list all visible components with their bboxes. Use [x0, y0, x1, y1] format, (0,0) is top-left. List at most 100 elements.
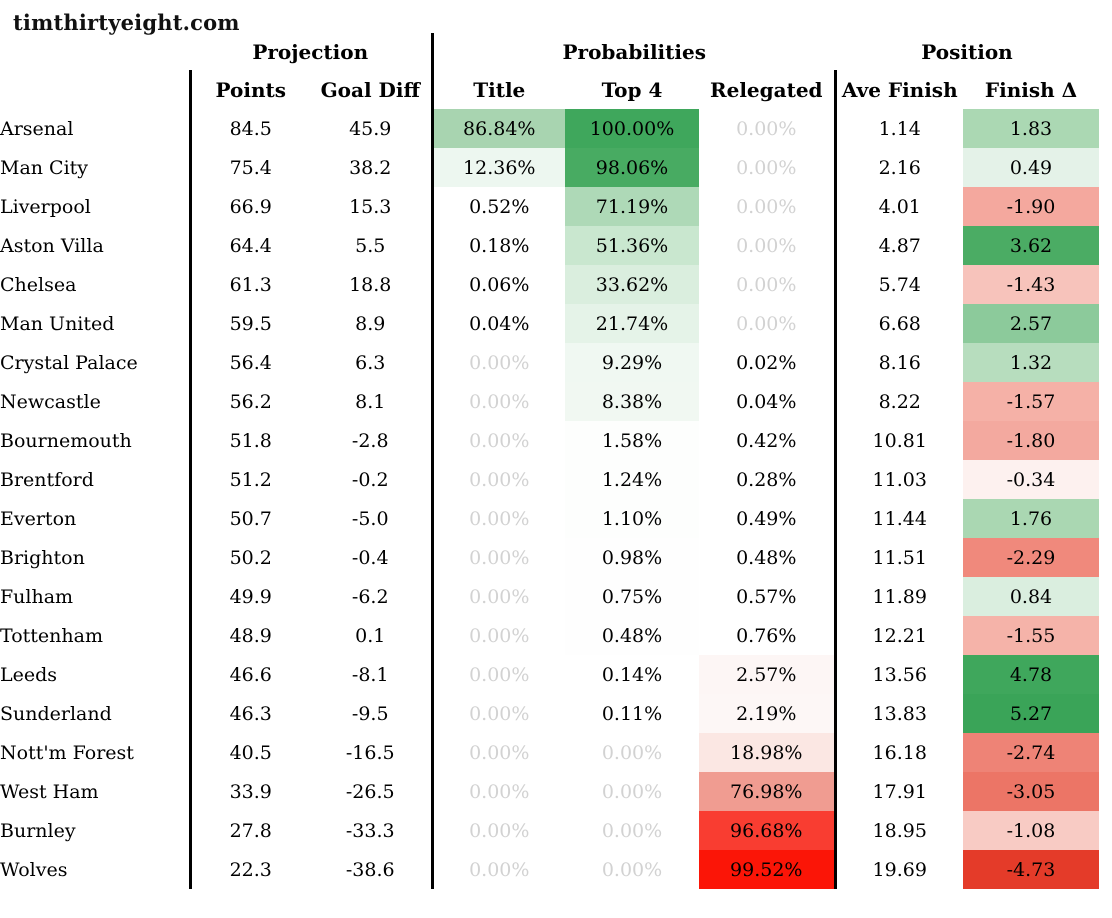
team-name: Crystal Palace [0, 351, 138, 374]
ave-finish-cell: 13.83 [833, 694, 963, 733]
finish-delta-cell: 0.84 [963, 577, 1099, 616]
goal-diff-cell: -8.1 [351, 663, 389, 686]
top4-prob-cell: 0.00% [565, 733, 699, 772]
relegated-prob-cell: 0.76% [699, 616, 835, 655]
projection-table: Projection Probabilities Position Points… [0, 33, 1099, 889]
top4-prob-cell: 0.00% [565, 772, 699, 811]
finish-delta-cell: -1.55 [963, 616, 1099, 655]
goal-diff-cell: 0.1 [355, 624, 386, 647]
relegated-prob-cell: 96.68% [699, 811, 835, 850]
team-name: Leeds [0, 663, 58, 686]
finish-delta-cell: -1.80 [963, 421, 1099, 460]
top4-prob-cell: 1.58% [565, 421, 699, 460]
finish-delta-cell: 1.76 [963, 499, 1099, 538]
goal-diff-cell: 5.5 [355, 234, 386, 257]
group-header-probabilities: Probabilities [430, 33, 835, 70]
column-header-title: Title [430, 70, 565, 109]
points-cell: 27.8 [188, 811, 310, 850]
team-name: Man United [0, 312, 115, 335]
column-header-goal-diff: Goal Diff [320, 77, 420, 102]
table-row: Aston Villa 64.4 5.5 0.18% 51.36% 0.00% … [0, 226, 1099, 265]
table-row: Tottenham 48.9 0.1 0.00% 0.48% 0.76% 12.… [0, 616, 1099, 655]
team-name: Wolves [0, 858, 68, 881]
finish-delta-cell: -2.29 [963, 538, 1099, 577]
team-name: Newcastle [0, 390, 101, 413]
column-header-relegated: Relegated [709, 77, 823, 102]
points-cell: 75.4 [188, 148, 310, 187]
finish-delta-cell: -4.73 [963, 850, 1099, 889]
finish-delta-cell: 3.62 [963, 226, 1099, 265]
team-name: Man City [0, 156, 89, 179]
group-header-position: Position [921, 39, 1013, 64]
goal-diff-cell: -33.3 [345, 819, 395, 842]
relegated-prob-cell: 0.57% [699, 577, 835, 616]
title-prob-cell: 0.00% [430, 382, 565, 421]
relegated-prob-cell: 76.98% [699, 772, 835, 811]
title-prob-cell: 0.00% [430, 850, 565, 889]
finish-delta-cell: -1.57 [963, 382, 1099, 421]
relegated-prob-cell: 0.42% [699, 421, 835, 460]
title-prob-cell: 0.00% [430, 499, 565, 538]
goal-diff-cell: -9.5 [351, 702, 389, 725]
points-cell: 59.5 [188, 304, 310, 343]
relegated-prob-cell: 0.00% [699, 109, 835, 148]
finish-delta-cell: -2.74 [963, 733, 1099, 772]
relegated-prob-cell: 0.49% [699, 499, 835, 538]
title-prob-cell: 0.00% [430, 694, 565, 733]
group-header-row: Projection Probabilities Position [0, 33, 1099, 70]
column-header-top4: Top 4 [601, 77, 663, 102]
top4-prob-cell: 100.00% [565, 109, 699, 148]
points-cell: 64.4 [188, 226, 310, 265]
ave-finish-cell: 16.18 [833, 733, 963, 772]
ave-finish-cell: 18.95 [833, 811, 963, 850]
site-title: timthirtyeight.com [13, 10, 240, 35]
title-prob-cell: 86.84% [430, 109, 565, 148]
finish-delta-cell: -1.08 [963, 811, 1099, 850]
table-row: Nott'm Forest 40.5 -16.5 0.00% 0.00% 18.… [0, 733, 1099, 772]
points-cell: 50.7 [188, 499, 310, 538]
table-row: Man City 75.4 38.2 12.36% 98.06% 0.00% 2… [0, 148, 1099, 187]
table-row: Liverpool 66.9 15.3 0.52% 71.19% 0.00% 4… [0, 187, 1099, 226]
table-row: Newcastle 56.2 8.1 0.00% 8.38% 0.04% 8.2… [0, 382, 1099, 421]
ave-finish-cell: 11.51 [833, 538, 963, 577]
points-cell: 46.3 [188, 694, 310, 733]
relegated-prob-cell: 2.19% [699, 694, 835, 733]
top4-prob-cell: 0.75% [565, 577, 699, 616]
team-name: Aston Villa [0, 234, 104, 257]
team-name: Arsenal [0, 117, 74, 140]
team-name: Liverpool [0, 195, 91, 218]
finish-delta-cell: 1.83 [963, 109, 1099, 148]
finish-delta-cell: 4.78 [963, 655, 1099, 694]
top4-prob-cell: 0.98% [565, 538, 699, 577]
top4-prob-cell: 0.00% [565, 811, 699, 850]
ave-finish-cell: 12.21 [833, 616, 963, 655]
ave-finish-cell: 17.91 [833, 772, 963, 811]
ave-finish-cell: 11.44 [833, 499, 963, 538]
ave-finish-cell: 5.74 [833, 265, 963, 304]
column-header-team [0, 70, 190, 109]
table-row: Fulham 49.9 -6.2 0.00% 0.75% 0.57% 11.89… [0, 577, 1099, 616]
title-prob-cell: 12.36% [430, 148, 565, 187]
finish-delta-cell: -0.34 [963, 460, 1099, 499]
relegated-prob-cell: 0.04% [699, 382, 835, 421]
goal-diff-cell: 38.2 [349, 156, 392, 179]
title-prob-cell: 0.00% [430, 577, 565, 616]
relegated-prob-cell: 0.00% [699, 265, 835, 304]
points-cell: 33.9 [188, 772, 310, 811]
table-row: Bournemouth 51.8 -2.8 0.00% 1.58% 0.42% … [0, 421, 1099, 460]
finish-delta-cell: 1.32 [963, 343, 1099, 382]
title-prob-cell: 0.18% [430, 226, 565, 265]
title-prob-cell: 0.00% [430, 538, 565, 577]
top4-prob-cell: 71.19% [565, 187, 699, 226]
points-cell: 22.3 [188, 850, 310, 889]
goal-diff-cell: -38.6 [345, 858, 395, 881]
team-name: Brentford [0, 468, 94, 491]
team-name: Sunderland [0, 702, 112, 725]
table-row: Crystal Palace 56.4 6.3 0.00% 9.29% 0.02… [0, 343, 1099, 382]
group-header-spacer [0, 33, 190, 70]
goal-diff-cell: -0.2 [351, 468, 389, 491]
points-cell: 50.2 [188, 538, 310, 577]
top4-prob-cell: 0.11% [565, 694, 699, 733]
top4-prob-cell: 0.14% [565, 655, 699, 694]
